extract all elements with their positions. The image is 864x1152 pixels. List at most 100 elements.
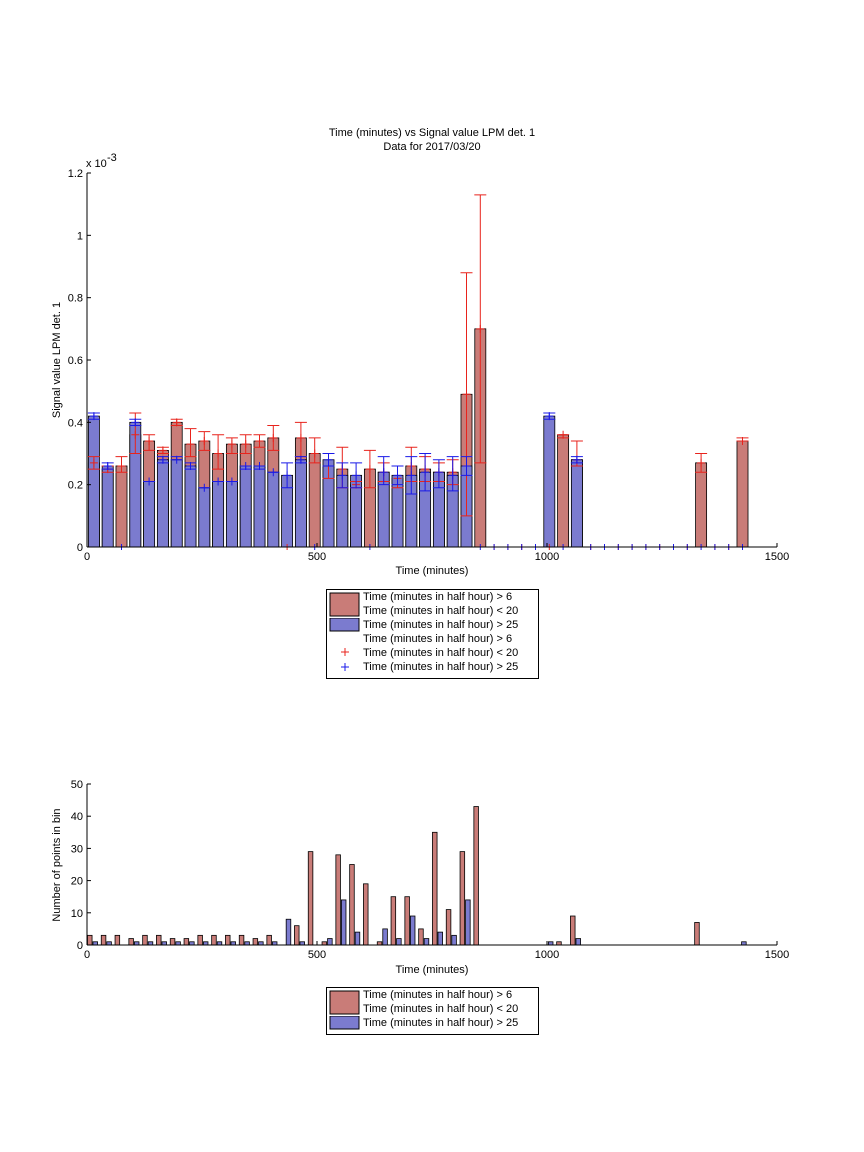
top-y-tick-label: 1.2 [68,168,83,180]
legend-text-4: Time (minutes in half hour) > 6 [363,633,513,645]
red-count-bar [266,934,272,946]
red-count-bar [363,883,369,946]
legend-entry-red-marker: Time (minutes in half hour) > 6 Time (mi… [327,632,538,660]
legend-entry-blue-bar: Time (minutes in half hour) > 25 [327,1016,538,1030]
top-x-tick-label: 0 [84,551,90,563]
blue-count-bar [285,918,292,946]
bottom-y-tick-label: 40 [71,811,83,823]
blue-count-bar [354,931,361,946]
blue-mean-marker [338,471,347,480]
legend-entry-red-bar: Time (minutes in half hour) > 6 Time (mi… [327,590,538,618]
blue-mean-marker [269,468,278,477]
bottom-y-tick-label: 0 [77,940,83,952]
blue-count-bar [575,938,581,946]
red-mean-marker [117,461,126,470]
legend-entry-red-bar: Time (minutes in half hour) > 6 Time (mi… [327,988,538,1016]
blue-mean-marker [283,471,292,480]
blue-signal-bar [87,415,100,548]
red-mean-marker [269,433,278,442]
top-exponent-base: x 10 [86,158,107,170]
blue-mean-marker [158,455,167,464]
red-mean-marker [89,458,98,467]
red-count-bar [459,851,466,946]
blue-count-bar [451,934,457,946]
blue-mean-marker [186,461,195,470]
red-mean-marker [559,430,568,439]
blue-mean-marker [103,461,112,470]
blue-mean-marker [352,471,361,480]
red-signal-bar [115,465,128,548]
blue-mean-marker [200,483,209,492]
legend-text-2: Time (minutes in half hour) < 20 [363,605,519,617]
top-x-tick-label: 1000 [535,551,559,563]
red-mean-marker [296,433,305,442]
blue-mean-marker [227,477,236,486]
top-chart: Time (minutes) vs Signal value LPM det. … [51,127,789,577]
blue-count-bar [396,938,402,946]
bottom-legend: Time (minutes in half hour) > 6 Time (mi… [326,987,539,1035]
red-count-bar [390,896,397,946]
red-count-bar [335,854,341,946]
red-count-bar [128,938,134,946]
red-count-bar [570,915,576,946]
blue-mean-marker [296,455,305,464]
blue-count-bar [340,899,347,946]
bottom-x-tick-label: 0 [84,949,90,961]
blue-plus-marker-icon [341,663,349,671]
red-signal-bar [736,440,749,548]
red-mean-marker [476,324,485,333]
top-y-tick-label: 0.2 [68,480,83,492]
top-y-axis-label: Signal value LPM det. 1 [51,302,63,418]
red-count-bar [418,928,424,946]
red-mean-marker [172,418,181,427]
bottom-axes: 0 500 1000 1500 0 10 20 30 40 50 [71,779,789,961]
blue-signal-bar [170,459,183,548]
bottom-y-tick-label: 30 [71,843,83,855]
blue-signal-bar [543,415,556,548]
blue-count-bar [465,899,471,946]
blue-mean-marker [407,471,416,480]
blue-mean-marker [572,455,581,464]
blue-count-bar [382,928,388,946]
red-mean-marker [214,449,223,458]
red-count-bar [404,896,410,946]
red-mean-marker [462,390,471,399]
top-x-tick-label: 1500 [765,551,789,563]
top-exponent-power: -3 [107,152,117,164]
bottom-y-axis-label: Number of points in bin [51,808,63,921]
blue-mean-marker [379,468,388,477]
blue-signal-bar [184,465,197,548]
red-count-bar [473,806,479,946]
blue-mean-marker [172,455,181,464]
top-y-tick-label: 0.8 [68,293,83,305]
blue-count-bar [409,915,416,946]
legend-text-2: Time (minutes in half hour) < 20 [363,1003,519,1015]
legend-text-3: Time (minutes in half hour) > 25 [363,619,519,631]
top-y-tick-label: 0.6 [68,355,83,367]
red-mean-marker [227,440,236,449]
red-mean-marker [365,465,374,474]
red-mean-marker [186,440,195,449]
bottom-x-tick-label: 1000 [535,949,559,961]
blue-mean-marker [214,477,223,486]
blue-count-bar [423,938,430,946]
red-count-bar [432,831,438,946]
legend-label: Time (minutes in half hour) > 6 Time (mi… [363,988,518,1016]
legend-text-1: Time (minutes in half hour) > 6 [363,989,513,1001]
bottom-y-tick-label: 50 [71,779,83,791]
blue-mean-marker [324,455,333,464]
red-signal-bar [308,453,321,548]
red-mean-marker [697,458,706,467]
red-mean-marker [738,437,747,446]
blue-signal-bar [198,487,211,548]
blue-mean-marker [145,477,154,486]
red-mean-marker [200,437,209,446]
blue-signal-bar [156,459,169,548]
blue-mean-marker [255,461,264,470]
red-mean-marker [131,430,140,439]
red-mean-marker [255,437,264,446]
red-count-bar [183,938,190,946]
red-count-bar [114,934,121,946]
blue-mean-marker [131,418,140,427]
